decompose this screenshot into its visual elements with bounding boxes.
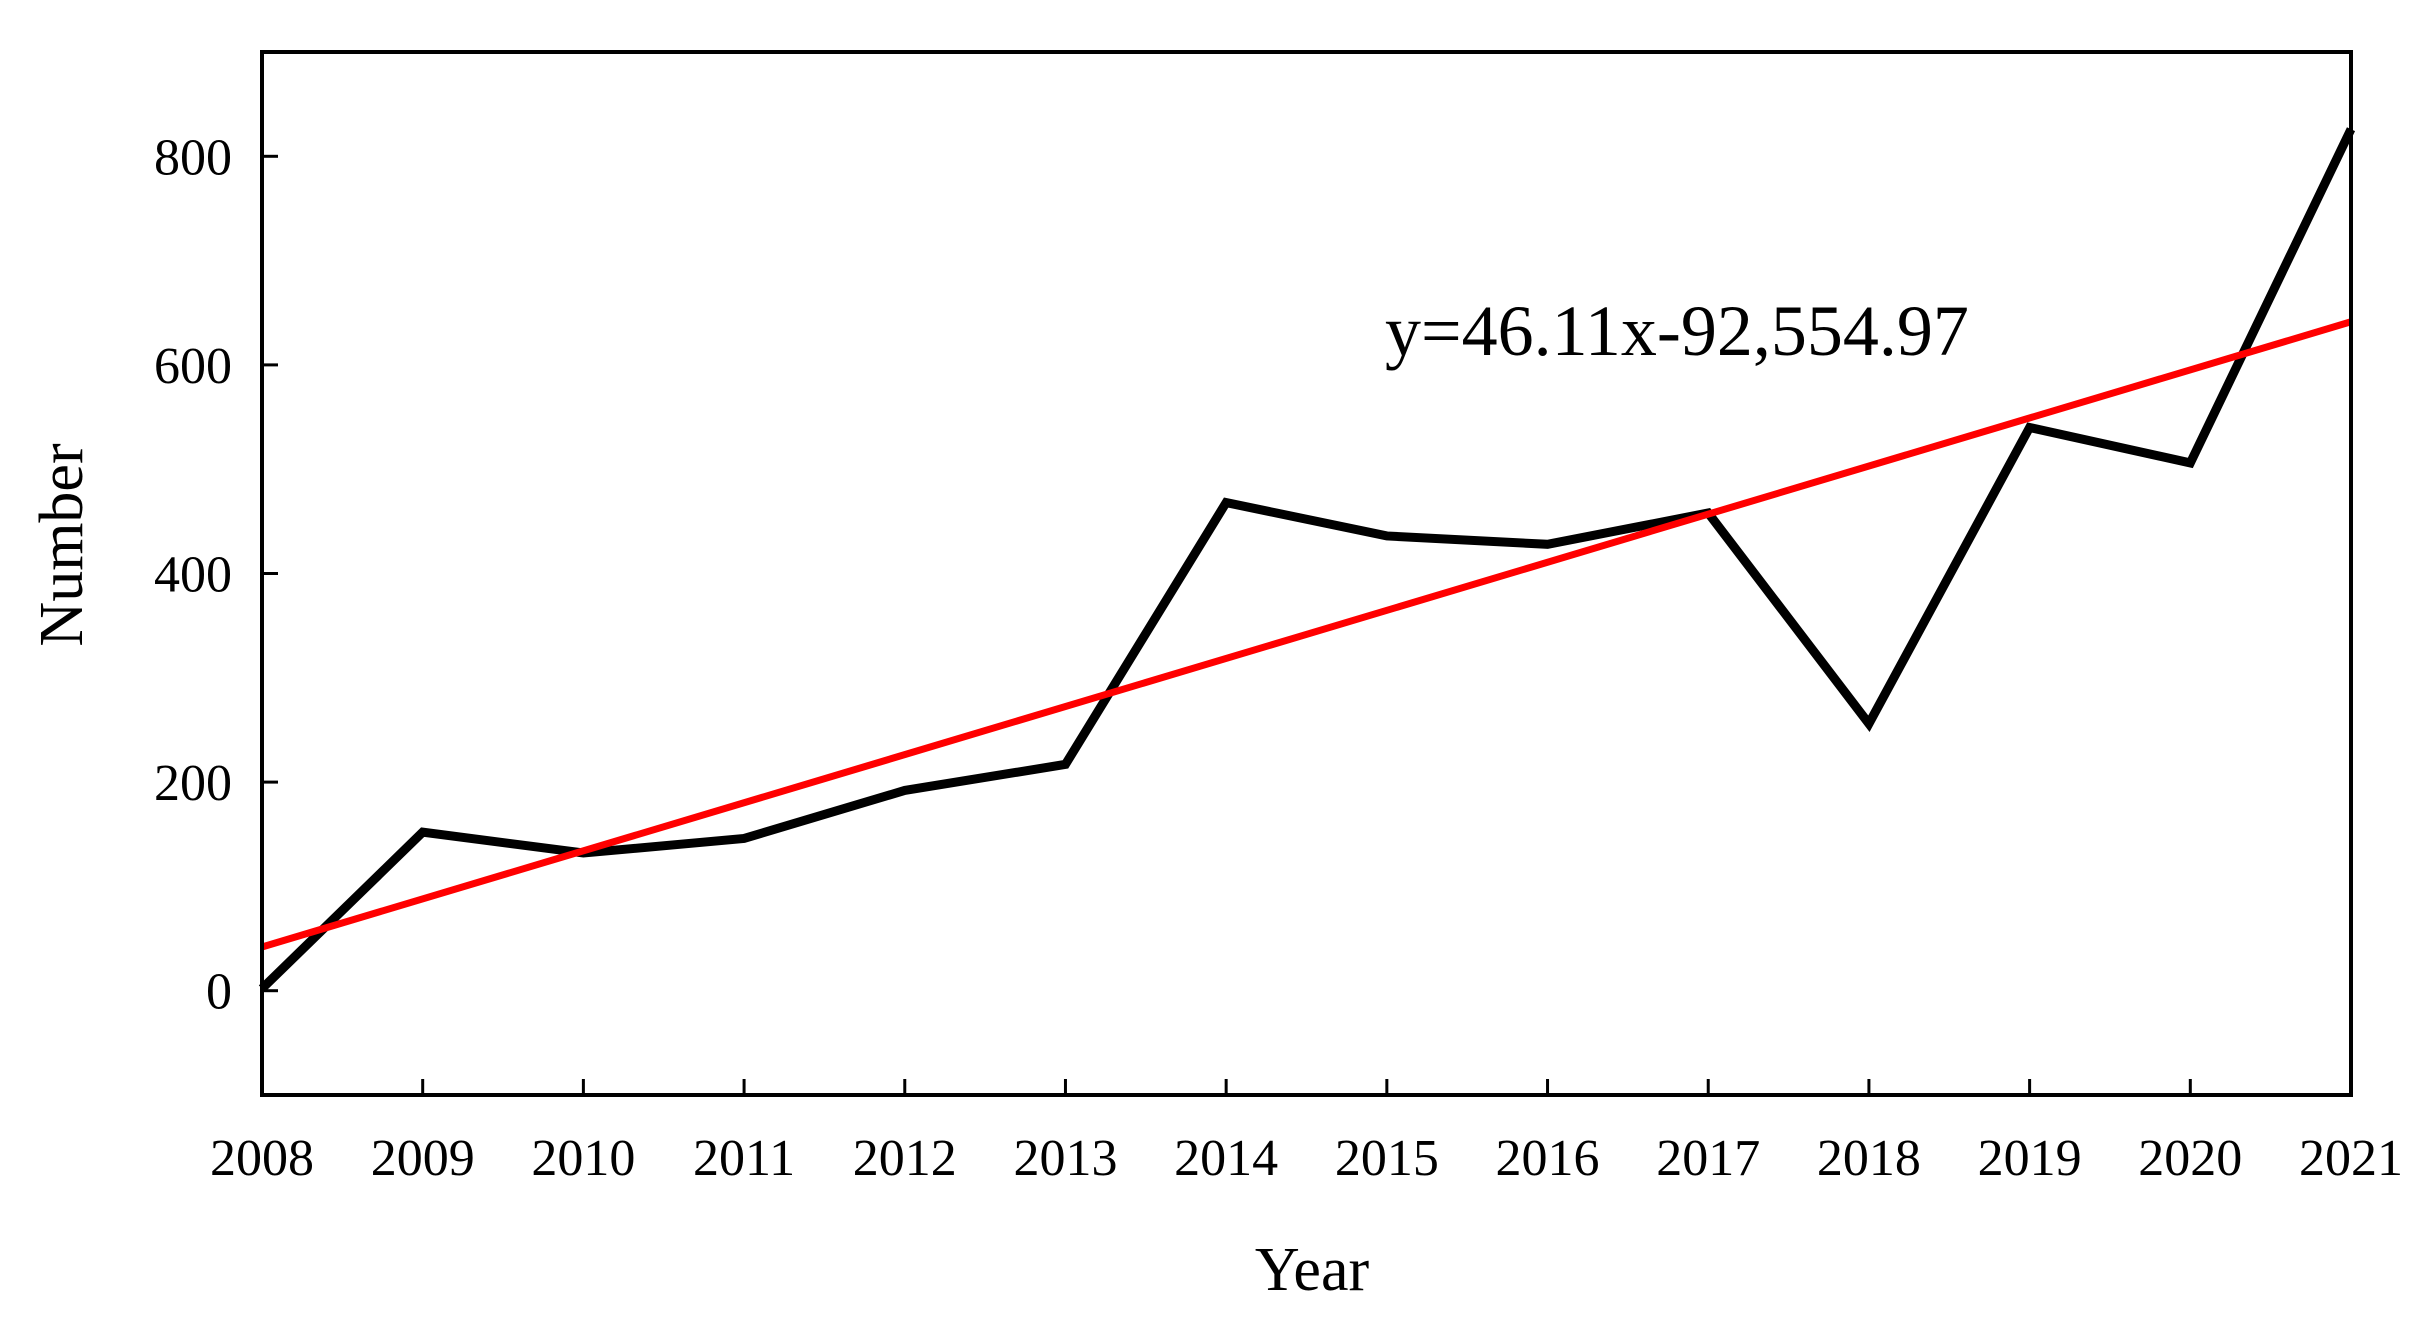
y-tick-label: 800 bbox=[154, 129, 232, 186]
y-axis-title: Number bbox=[28, 443, 96, 647]
x-tick-label: 2016 bbox=[1496, 1130, 1600, 1187]
y-tick-label: 0 bbox=[206, 964, 232, 1021]
y-tick-label: 600 bbox=[154, 338, 232, 395]
x-tick-label: 2021 bbox=[2299, 1130, 2403, 1187]
plot-frame bbox=[260, 50, 2353, 1097]
data-layer bbox=[258, 127, 2356, 992]
trend-line bbox=[260, 318, 2353, 951]
data-series-line bbox=[258, 127, 2356, 992]
x-tick-label: 2013 bbox=[1013, 1130, 1117, 1187]
x-axis-title: Year bbox=[1255, 1236, 1370, 1304]
x-tick-label: 2008 bbox=[210, 1130, 314, 1187]
y-tick-label: 400 bbox=[154, 547, 232, 604]
x-tick-label: 2014 bbox=[1174, 1130, 1278, 1187]
x-tick-label: 2012 bbox=[853, 1130, 957, 1187]
equation-annotation: y=46.11x-92,554.97 bbox=[1385, 291, 1969, 371]
x-tick-label: 2015 bbox=[1335, 1130, 1439, 1187]
axes-layer: 2008 2009 2010 2011 2012 2013 2014 2015 2016 2017… bbox=[154, 50, 2403, 1187]
x-tick-label: 2011 bbox=[693, 1130, 795, 1187]
x-tick-label: 2010 bbox=[531, 1130, 635, 1187]
x-tick-label: 2009 bbox=[371, 1130, 475, 1187]
x-tick-label: 2017 bbox=[1656, 1130, 1760, 1187]
x-tick-label: 2020 bbox=[2138, 1130, 2242, 1187]
x-tick-label: 2018 bbox=[1817, 1130, 1921, 1187]
x-tick-label: 2019 bbox=[1978, 1130, 2082, 1187]
y-tick-label: 200 bbox=[154, 755, 232, 812]
